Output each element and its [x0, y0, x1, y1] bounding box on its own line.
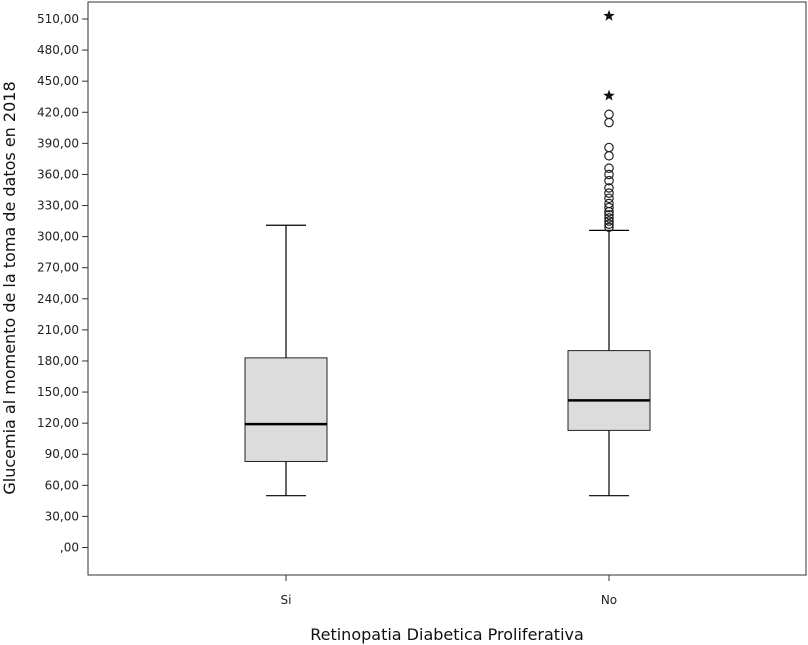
x-tick-label: Si: [281, 593, 292, 607]
x-axis-title: Retinopatia Diabetica Proliferativa: [310, 625, 584, 644]
y-tick-label: 510,00: [37, 12, 79, 26]
y-tick-label: 60,00: [45, 478, 79, 492]
y-tick-label: 30,00: [45, 509, 79, 523]
y-tick-label: 330,00: [37, 199, 79, 213]
outlier-point: [604, 183, 614, 193]
outlier-point: [604, 222, 614, 233]
outlier-point: [604, 216, 614, 226]
y-tick-label: ,00: [60, 541, 79, 555]
y-tick-label: 300,00: [37, 230, 79, 244]
box-si: [244, 224, 328, 497]
x-tick-label: No: [601, 593, 617, 607]
y-tick-label: 450,00: [37, 74, 79, 88]
outlier-point: [604, 193, 614, 204]
x-axis: Si No: [281, 575, 617, 607]
y-axis-title: Glucemia al momento de la toma de datos …: [0, 81, 19, 494]
outlier-point: [604, 210, 614, 220]
outlier-point: [604, 169, 614, 180]
outlier-point: [604, 163, 614, 174]
outlier-point: [604, 198, 614, 209]
y-axis: ,00 30,00 60,00 90,00 120,00 150,00 180,00 210,…: [37, 12, 88, 555]
y-tick-label: 360,00: [37, 167, 79, 181]
outlier-point: [604, 202, 614, 213]
box-no: [567, 9, 651, 497]
y-tick-label: 120,00: [37, 416, 79, 430]
extreme-point: [603, 89, 615, 101]
y-tick-label: 210,00: [37, 323, 79, 337]
y-tick-label: 390,00: [37, 136, 79, 150]
outlier-point: [604, 142, 614, 153]
y-tick-label: 240,00: [37, 292, 79, 306]
y-tick-label: 480,00: [37, 43, 79, 57]
extreme-point: [603, 9, 615, 21]
outlier-point: [604, 219, 614, 229]
y-tick-label: 90,00: [45, 447, 79, 461]
plot-frame: [87, 1, 807, 576]
y-tick-label: 270,00: [37, 261, 79, 275]
outlier-point: [604, 188, 614, 198]
iqr-box: [567, 350, 651, 431]
boxes-layer: [244, 9, 651, 497]
y-tick-label: 420,00: [37, 105, 79, 119]
iqr-box: [244, 357, 328, 462]
outlier-point: [604, 117, 614, 128]
outlier-point: [604, 150, 614, 161]
outlier-point: [604, 175, 614, 186]
outlier-point: [604, 109, 614, 120]
outlier-point: [604, 213, 614, 223]
y-tick-label: 150,00: [37, 385, 79, 399]
y-tick-label: 180,00: [37, 354, 79, 368]
